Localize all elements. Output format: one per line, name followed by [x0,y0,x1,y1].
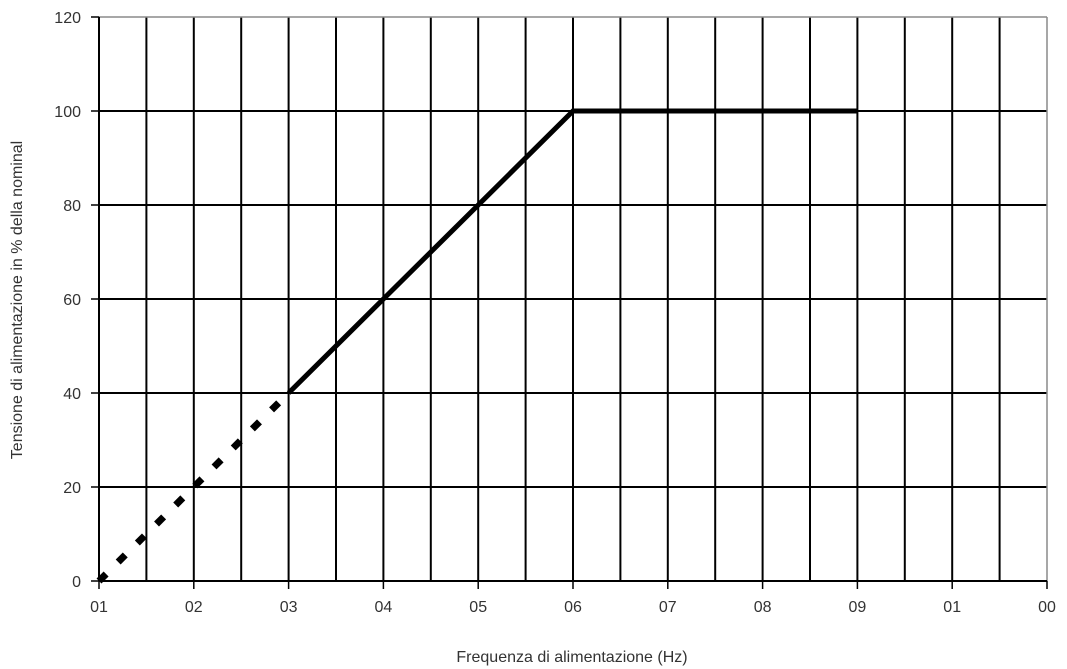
x-tick-label: 02 [185,599,203,616]
x-tick-label: 07 [659,599,677,616]
x-tick-label: 06 [564,599,582,616]
ticks [91,16,1048,589]
series-line-dotted [96,390,292,584]
series-layer [96,108,858,584]
y-tick-label: 100 [54,104,81,121]
x-tick-label: 03 [280,599,298,616]
x-tick-label: 01 [943,599,961,616]
x-axis-label: Frequenza di alimentazione (Hz) [456,649,687,666]
y-tick-label: 0 [72,574,81,591]
y-tick-labels: 0 20 40 60 80 100 120 [54,10,81,591]
x-tick-label: 04 [375,599,393,616]
y-tick-label: 40 [63,386,81,403]
series-line-solid [286,108,858,395]
x-tick-label: 00 [1038,599,1056,616]
x-tick-label: 05 [469,599,487,616]
y-tick-label: 20 [63,480,81,497]
x-tick-label: 01 [90,599,108,616]
grid [99,17,1047,581]
y-axis-label: Tensione di alimentazione in % della nom… [9,141,26,459]
y-tick-label: 60 [63,292,81,309]
x-tick-label: 09 [849,599,867,616]
x-tick-label: 08 [754,599,772,616]
x-tick-labels: 01 02 03 04 05 06 07 08 09 01 00 [90,599,1056,616]
y-tick-label: 80 [63,198,81,215]
y-tick-label: 120 [54,10,81,27]
